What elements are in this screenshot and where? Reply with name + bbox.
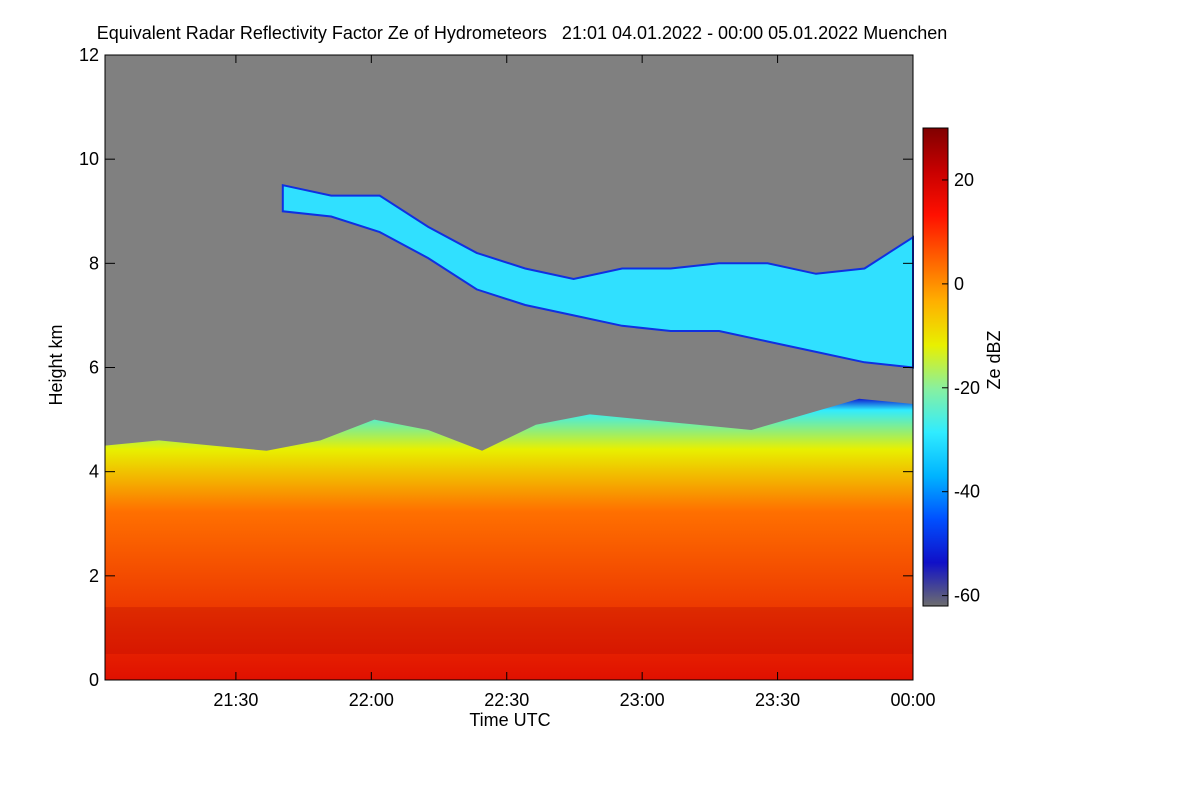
y-tick-label: 0 <box>89 670 99 690</box>
y-tick-label: 4 <box>89 462 99 482</box>
colorbar: 20 0 -20 -40 -60 Ze dBZ <box>922 127 1004 607</box>
y-tick-label: 10 <box>79 149 99 169</box>
colorbar-scale <box>922 127 949 607</box>
colorbar-tick-label: -20 <box>954 378 980 398</box>
x-tick-label: 22:30 <box>484 690 529 710</box>
x-tick-label: 22:00 <box>349 690 394 710</box>
y-tick-label: 8 <box>89 253 99 273</box>
y-axis-label: Height km <box>46 324 66 405</box>
x-tick-label: 23:30 <box>755 690 800 710</box>
x-tick-label: 23:00 <box>620 690 665 710</box>
plot-area <box>104 54 914 681</box>
y-axis: 0 2 4 6 8 10 12 <box>79 45 913 690</box>
colorbar-tick-label: 20 <box>954 170 974 190</box>
precipitation-echo <box>105 398 913 680</box>
colorbar-label: Ze dBZ <box>984 330 1004 389</box>
chart-title: Equivalent Radar Reflectivity Factor Ze … <box>97 23 948 43</box>
y-tick-label: 12 <box>79 45 99 65</box>
colorbar-tick-label: -60 <box>954 586 980 606</box>
colorbar-tick-label: -40 <box>954 482 980 502</box>
x-tick-label: 21:30 <box>213 690 258 710</box>
x-tick-label: 00:00 <box>890 690 935 710</box>
colorbar-tick-label: 0 <box>954 274 964 294</box>
melting-layer-band <box>105 607 913 654</box>
y-tick-label: 2 <box>89 566 99 586</box>
x-axis: 21:30 22:00 22:30 23:00 23:30 00:00 <box>213 55 936 710</box>
y-tick-label: 6 <box>89 358 99 378</box>
x-axis-label: Time UTC <box>469 710 550 730</box>
